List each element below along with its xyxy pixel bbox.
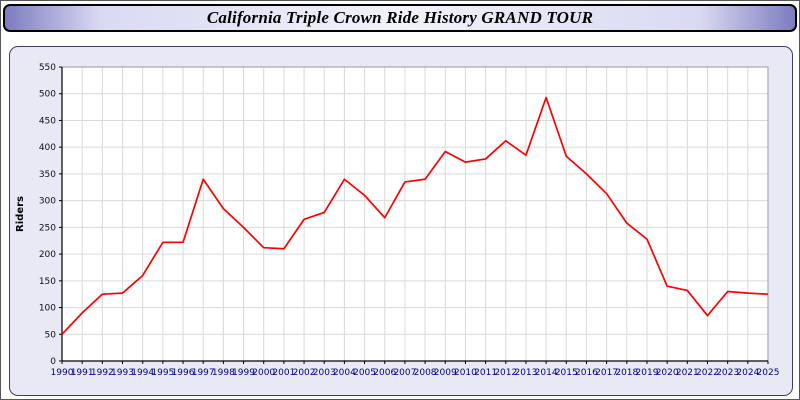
y-tick-label: 200 — [39, 250, 56, 260]
x-tick-label: 2002 — [293, 368, 316, 378]
x-tick-label: 2020 — [656, 368, 679, 378]
chart-panel: 0 50 100 150 200 250 300 350 400 450 500 550 1990 199… — [9, 46, 793, 396]
x-tick-label: 2001 — [272, 368, 295, 378]
x-tick-label: 2006 — [373, 368, 396, 378]
y-tick-label: 400 — [39, 143, 56, 153]
title-bar: California Triple Crown Ride History GRA… — [3, 4, 797, 32]
page-title: California Triple Crown Ride History GRA… — [206, 8, 594, 27]
x-tick-label: 2013 — [514, 368, 537, 378]
x-tick-label: 1990 — [51, 368, 74, 378]
x-tick-label: 2000 — [252, 368, 275, 378]
y-tick-label: 0 — [50, 357, 56, 367]
x-tick-label: 2023 — [716, 368, 739, 378]
x-tick-label: 1996 — [172, 368, 195, 378]
x-tick-label: 2008 — [414, 368, 437, 378]
x-tick-label: 2012 — [494, 368, 517, 378]
x-tick-label: 2021 — [676, 368, 699, 378]
y-tick-label: 150 — [39, 277, 56, 287]
x-tick-label: 1998 — [212, 368, 235, 378]
x-tick-label: 2005 — [353, 368, 376, 378]
y-tick-label: 300 — [39, 197, 56, 207]
x-tick-label: 2009 — [434, 368, 457, 378]
x-tick-label: 2022 — [696, 368, 719, 378]
x-tick-label: 1997 — [192, 368, 215, 378]
x-tick-label: 1993 — [111, 368, 134, 378]
y-tick-label: 250 — [39, 223, 56, 233]
x-tick-label: 2010 — [454, 368, 477, 378]
x-tick-label: 1995 — [151, 368, 174, 378]
x-tick-label: 1992 — [91, 368, 114, 378]
x-tick-label: 2018 — [615, 368, 638, 378]
x-tick-label: 2019 — [636, 368, 659, 378]
x-tick-label: 2024 — [736, 368, 759, 378]
y-tick-label: 350 — [39, 170, 56, 180]
y-tick-label: 50 — [45, 330, 57, 340]
x-tick-label: 2017 — [595, 368, 618, 378]
x-tick-label: 1994 — [131, 368, 154, 378]
y-axis-label: Riders — [15, 196, 26, 232]
x-tick-label: 2014 — [535, 368, 558, 378]
x-tick-label: 2003 — [313, 368, 336, 378]
x-tick-label: 2011 — [474, 368, 497, 378]
riders-line — [61, 96, 769, 335]
ride-history-chart: 0501001502002503003504004505005501990199… — [15, 63, 780, 378]
x-tick-label: 1991 — [71, 368, 94, 378]
y-tick-label: 550 — [39, 63, 56, 73]
x-tick-label: 2007 — [393, 368, 416, 378]
x-tick-label: 2016 — [575, 368, 598, 378]
y-tick-label: 500 — [39, 90, 56, 100]
x-tick-label: 1999 — [232, 368, 255, 378]
plot-area — [62, 67, 768, 361]
y-tick-label: 450 — [39, 116, 56, 126]
x-tick-label: 2015 — [555, 368, 578, 378]
x-tick-label: 2025 — [757, 368, 780, 378]
y-tick-label: 100 — [39, 304, 56, 314]
x-tick-label: 2004 — [333, 368, 356, 378]
